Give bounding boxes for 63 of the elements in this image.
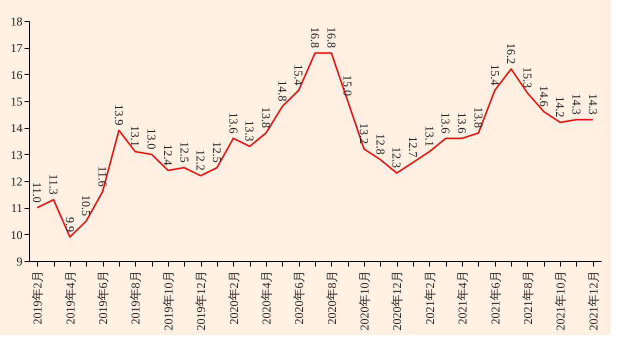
- x-tick-label: 2021年6月: [488, 270, 502, 324]
- text: 13.6: [455, 112, 470, 134]
- text: 12.5: [210, 142, 224, 163]
- x-tick-label: 2021年8月: [520, 270, 535, 324]
- x-tick-label: 2019年8月: [128, 270, 143, 324]
- text: 14.3: [586, 94, 600, 115]
- y-tick-label: 13: [10, 148, 22, 162]
- x-tick-label: 2021年4月: [456, 270, 470, 324]
- text: 11.3: [46, 174, 61, 195]
- x-tick-label: 2019年4月: [63, 270, 78, 324]
- y-tick-label: 9: [16, 254, 22, 268]
- y-tick-label: 17: [10, 41, 22, 56]
- text: 14.6: [536, 86, 551, 107]
- x-tick-label: 2020年10月: [358, 270, 372, 330]
- text: 13.6: [438, 112, 453, 134]
- text: 15.4: [292, 64, 306, 86]
- text: 15.0: [340, 75, 355, 96]
- x-tick-label: 2019年2月: [30, 270, 45, 324]
- y-tick-label: 11: [10, 201, 22, 216]
- x-tick-label: 2020年4月: [259, 270, 274, 324]
- y-tick-label: 12: [10, 174, 22, 188]
- text: 9.9: [62, 217, 77, 232]
- text: 16.8: [324, 27, 338, 48]
- text: 15.4: [488, 64, 502, 86]
- text: 13.1: [128, 126, 142, 147]
- text: 13.8: [471, 107, 486, 128]
- text: 12.5: [177, 142, 192, 163]
- text: 12.3: [390, 147, 404, 168]
- y-tick-label: 14: [10, 121, 22, 136]
- text: 13.1: [422, 126, 436, 147]
- text: 11.0: [30, 182, 44, 203]
- text: 14.2: [553, 96, 568, 118]
- y-tick-label: 15: [10, 94, 22, 108]
- x-tick-label: 2020年2月: [226, 270, 241, 324]
- x-tick-label: 2021年12月: [586, 270, 600, 330]
- text: 13.6: [226, 112, 240, 134]
- x-tick-label: 2020年8月: [324, 270, 339, 324]
- text: 14.3: [569, 94, 584, 115]
- text: 16.2: [504, 43, 518, 64]
- text: 14.8: [275, 80, 290, 102]
- text: 13.2: [357, 123, 372, 144]
- x-tick-label: 2020年6月: [292, 270, 306, 324]
- text: 13.0: [144, 128, 159, 150]
- x-tick-label: 2020年12月: [390, 270, 404, 330]
- text: 12.8: [373, 134, 388, 155]
- y-tick-label: 18: [10, 14, 22, 28]
- text: 12.2: [194, 150, 208, 171]
- x-tick-label: 2019年10月: [161, 270, 176, 330]
- x-tick-label: 2019年12月: [194, 270, 208, 330]
- y-tick-label: 16: [10, 68, 22, 82]
- x-tick-label: 2021年2月: [422, 270, 437, 324]
- x-tick-label: 2021年10月: [554, 270, 568, 330]
- x-tick-label: 2019年6月: [96, 270, 110, 324]
- text: 13.3: [242, 120, 257, 142]
- text: 11.6: [96, 166, 110, 187]
- text: 16.8: [308, 27, 322, 48]
- text: 12.4: [160, 144, 175, 166]
- text: 12.7: [406, 136, 420, 158]
- text: 13.9: [112, 104, 126, 126]
- text: 10.5: [79, 195, 94, 216]
- text: 13.8: [258, 107, 273, 128]
- text: 15.3: [520, 67, 534, 88]
- y-tick-label: 10: [10, 228, 22, 242]
